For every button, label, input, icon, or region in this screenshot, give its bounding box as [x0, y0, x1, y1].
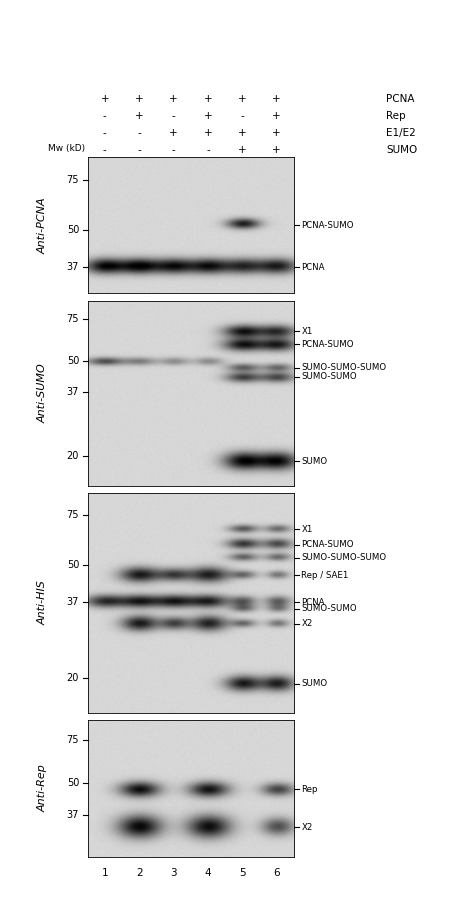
Text: 20: 20	[67, 673, 79, 683]
Text: PCNA: PCNA	[301, 597, 325, 606]
Text: 5: 5	[239, 868, 246, 878]
Text: Rep: Rep	[301, 785, 318, 794]
Text: +: +	[169, 93, 178, 104]
Text: PCNA: PCNA	[386, 93, 415, 104]
Text: 75: 75	[67, 315, 79, 325]
Text: 50: 50	[67, 778, 79, 788]
Text: X2: X2	[301, 823, 313, 832]
Text: +: +	[135, 110, 144, 121]
Text: SUMO-SUMO-SUMO: SUMO-SUMO-SUMO	[301, 363, 387, 372]
Text: 37: 37	[67, 810, 79, 820]
Text: +: +	[273, 110, 281, 121]
Text: SUMO: SUMO	[301, 457, 328, 466]
Text: SUMO: SUMO	[301, 679, 328, 688]
Text: 75: 75	[67, 510, 79, 520]
Text: X1: X1	[301, 327, 313, 335]
Text: +: +	[135, 93, 144, 104]
Text: 50: 50	[67, 560, 79, 570]
Text: +: +	[238, 144, 246, 155]
Text: -: -	[103, 110, 107, 121]
Text: Anti-Rep: Anti-Rep	[37, 764, 47, 813]
Text: -: -	[103, 127, 107, 138]
Text: 2: 2	[136, 868, 143, 878]
Text: +: +	[273, 144, 281, 155]
Text: +: +	[273, 127, 281, 138]
Text: 1: 1	[101, 868, 108, 878]
Text: SUMO-SUMO-SUMO: SUMO-SUMO-SUMO	[301, 553, 387, 562]
Text: -: -	[206, 144, 210, 155]
Text: Rep: Rep	[386, 110, 406, 121]
Text: -: -	[240, 110, 244, 121]
Text: 75: 75	[67, 175, 79, 185]
Text: -: -	[172, 110, 175, 121]
Text: 37: 37	[67, 388, 79, 397]
Text: 3: 3	[170, 868, 177, 878]
Text: +: +	[169, 127, 178, 138]
Text: -: -	[137, 127, 141, 138]
Text: SUMO: SUMO	[386, 144, 418, 155]
Text: +: +	[273, 93, 281, 104]
Text: PCNA-SUMO: PCNA-SUMO	[301, 221, 354, 230]
Text: 37: 37	[67, 263, 79, 273]
Text: +: +	[204, 127, 212, 138]
Text: -: -	[103, 144, 107, 155]
Text: SUMO-SUMO: SUMO-SUMO	[301, 372, 357, 381]
Text: Anti-SUMO: Anti-SUMO	[37, 363, 47, 423]
Text: PCNA-SUMO: PCNA-SUMO	[301, 540, 354, 549]
Text: 50: 50	[67, 356, 79, 366]
Text: X1: X1	[301, 525, 313, 534]
Text: Anti-PCNA: Anti-PCNA	[37, 197, 47, 254]
Text: +: +	[204, 93, 212, 104]
Text: +: +	[204, 110, 212, 121]
Text: 75: 75	[67, 735, 79, 745]
Text: X2: X2	[301, 619, 313, 628]
Text: PCNA-SUMO: PCNA-SUMO	[301, 340, 354, 349]
Text: Anti-HIS: Anti-HIS	[37, 580, 47, 625]
Text: Rep / SAE1: Rep / SAE1	[301, 570, 349, 579]
Text: Mw (kD): Mw (kD)	[48, 144, 85, 153]
Text: -: -	[137, 144, 141, 155]
Text: 4: 4	[205, 868, 211, 878]
Text: 37: 37	[67, 597, 79, 607]
Text: 6: 6	[273, 868, 280, 878]
Text: +: +	[238, 127, 246, 138]
Text: -: -	[172, 144, 175, 155]
Text: SUMO-SUMO: SUMO-SUMO	[301, 605, 357, 614]
Text: +: +	[100, 93, 109, 104]
Text: 20: 20	[67, 451, 79, 461]
Text: +: +	[238, 93, 246, 104]
Text: E1/E2: E1/E2	[386, 127, 416, 138]
Text: PCNA: PCNA	[301, 263, 325, 272]
Text: 50: 50	[67, 225, 79, 235]
